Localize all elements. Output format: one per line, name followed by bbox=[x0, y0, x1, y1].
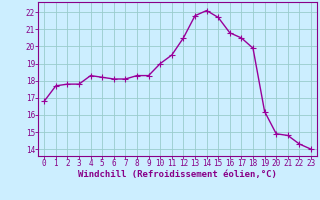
X-axis label: Windchill (Refroidissement éolien,°C): Windchill (Refroidissement éolien,°C) bbox=[78, 170, 277, 179]
